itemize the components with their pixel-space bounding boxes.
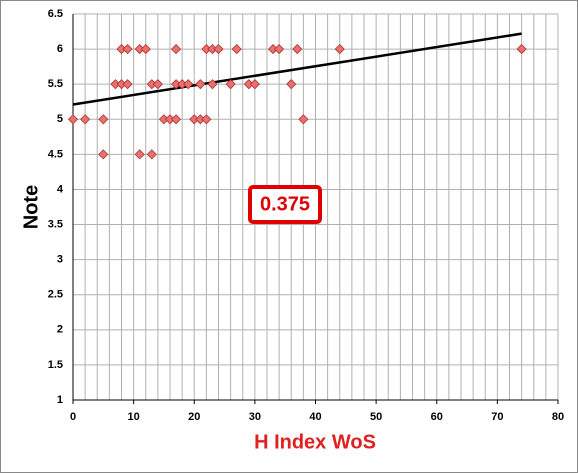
y-tick-label: 3.5: [48, 218, 63, 230]
y-tick-label: 5: [57, 113, 63, 125]
point: [225, 79, 236, 90]
trend-line: [72, 32, 522, 106]
point: [231, 44, 242, 55]
y-tick-label: 1.5: [48, 359, 63, 371]
point: [195, 79, 206, 90]
y-tick-label: 6: [57, 43, 63, 55]
point: [298, 114, 309, 125]
point: [152, 79, 163, 90]
point: [122, 44, 133, 55]
x-tick-label: 20: [188, 411, 200, 423]
x-tick-label: 40: [309, 411, 321, 423]
x-tick-label: 80: [552, 411, 564, 423]
y-tick-label: 4.5: [48, 148, 63, 160]
point: [122, 79, 133, 90]
point: [516, 44, 527, 55]
point: [80, 114, 91, 125]
point: [201, 114, 212, 125]
point: [334, 44, 345, 55]
point: [134, 149, 145, 160]
point: [292, 44, 303, 55]
y-tick-label: 6.5: [48, 8, 63, 20]
x-tick-label: 10: [128, 411, 140, 423]
y-tick-label: 2: [57, 324, 63, 336]
x-tick-label: 60: [431, 411, 443, 423]
point: [140, 44, 151, 55]
point: [286, 79, 297, 90]
annotation: 0.375: [260, 193, 310, 215]
point: [207, 79, 218, 90]
x-tick-label: 50: [370, 411, 382, 423]
point: [249, 79, 260, 90]
x-tick-label: 70: [491, 411, 503, 423]
annotation-box: [248, 185, 322, 224]
y-tick-label: 3: [57, 254, 63, 266]
point: [274, 44, 285, 55]
x-tick-label: 0: [70, 411, 76, 423]
x-tick-label: 30: [249, 411, 261, 423]
y-tick-label: 2.5: [48, 289, 63, 301]
y-tick-label: 1: [57, 394, 63, 406]
point: [98, 149, 109, 160]
x-axis-label: H Index WoS: [254, 431, 376, 453]
point: [67, 114, 79, 125]
point: [170, 114, 182, 125]
y-axis-label: Note: [20, 185, 42, 229]
point: [213, 44, 224, 55]
y-tick-label: 5.5: [48, 78, 63, 90]
point: [170, 44, 182, 55]
point: [146, 149, 157, 160]
y-tick-label: 4: [57, 183, 64, 195]
point: [183, 79, 194, 90]
point: [98, 114, 109, 125]
